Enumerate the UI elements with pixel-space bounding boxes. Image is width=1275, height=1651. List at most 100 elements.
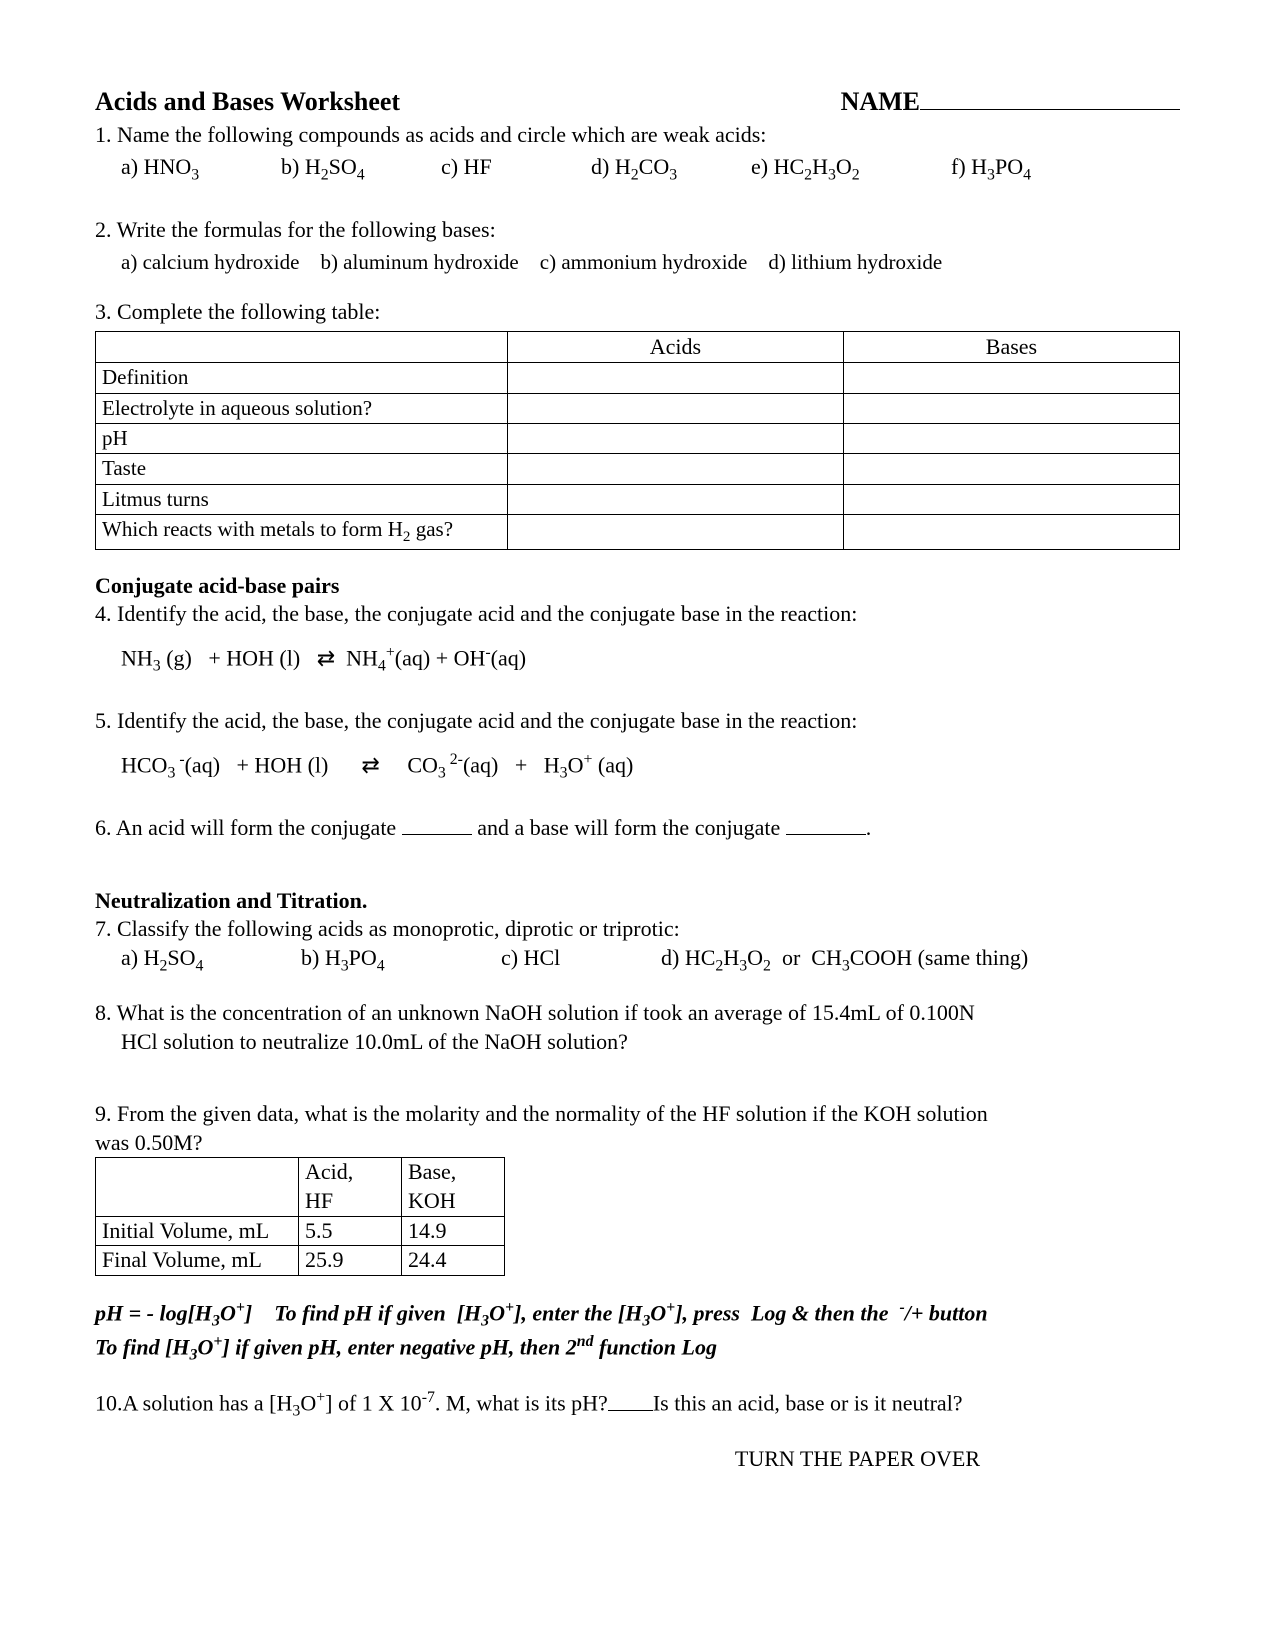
q10: 10.A solution has a [H3O+] of 1 X 10-7. … [95, 1388, 1180, 1422]
q10-d: . M, what is its pH? [435, 1391, 608, 1416]
q4-equation: NH3 (g) + HOH (l) ⇄ NH4+(aq) + OH-(aq) [95, 643, 1180, 677]
q6-dot: . [866, 815, 872, 840]
q5-mid: (aq) + H [463, 752, 560, 777]
t9-acid2: HF [305, 1188, 333, 1213]
q4-prompt: 4. Identify the acid, the base, the conj… [95, 600, 1180, 629]
q7-b2: PO [349, 945, 377, 970]
ph-a8: /+ button [905, 1300, 988, 1325]
q2-b: b) aluminum hydroxide [320, 250, 518, 274]
ph-a7: ], press Log & then the [675, 1300, 899, 1325]
t9-acid1: Acid, [305, 1159, 353, 1184]
q3-row-taste: Taste [96, 454, 508, 484]
q5-hco: HCO [121, 752, 167, 777]
ph-formula-2: To find [H3O+] if given pH, enter negati… [95, 1332, 1180, 1366]
q8-line1: 8. What is the concentration of an unkno… [95, 999, 1180, 1028]
q9-line2: was 0.50M? [95, 1129, 1180, 1158]
q4-nh4: NH [335, 645, 378, 670]
q3-row-ph: pH [96, 424, 508, 454]
q10-a: 10.A solution has a [H [95, 1391, 292, 1416]
ph-a3: ] To find pH if given [H [245, 1300, 481, 1325]
q3-row-elec: Electrolyte in aqueous solution? [96, 393, 508, 423]
q1-d2: CO [639, 154, 670, 179]
q3-row6-suf: gas? [410, 517, 453, 541]
worksheet-page: Acids and Bases Worksheet NAME 1. Name t… [0, 0, 1275, 1651]
q10-e: Is this an acid, base or is it neutral? [653, 1391, 963, 1416]
q3-row-def: Definition [96, 363, 508, 393]
q9-table: Acid,HF Base,KOH Initial Volume, mL 5.5 … [95, 1157, 505, 1275]
q6: 6. An acid will form the conjugate and a… [95, 814, 1180, 843]
ph-a2: O [220, 1300, 236, 1325]
ph-formula-1: pH = - log[H3O+] To find pH if given [H3… [95, 1298, 1180, 1332]
q1-c: c) HF [441, 154, 492, 179]
q1-b: b) H [281, 154, 321, 179]
t9-r1a: 5.5 [299, 1216, 402, 1246]
conjugate-title: Conjugate acid-base pairs [95, 572, 1180, 601]
neutralization-title: Neutralization and Titration. [95, 887, 1180, 916]
q7-d2: H [723, 945, 739, 970]
t9-r2l: Final Volume, mL [96, 1246, 299, 1276]
q5-arrow: ⇄ [361, 752, 379, 777]
q5-aq: (aq) [592, 752, 633, 777]
q3-table: Acids Bases Definition Electrolyte in aq… [95, 331, 1180, 550]
header-row: Acids and Bases Worksheet NAME [95, 85, 1180, 119]
ph-a: pH = - log[H [95, 1300, 212, 1325]
q3-row-metals: Which reacts with metals to form H2 gas? [96, 514, 508, 549]
t9-r1b: 14.9 [402, 1216, 505, 1246]
q3-col-bases: Bases [843, 331, 1179, 363]
q2-prompt: 2. Write the formulas for the following … [95, 216, 1180, 245]
q3-col-acids: Acids [507, 331, 843, 363]
q4-aq: (aq) [491, 645, 526, 670]
ph-b2: O [197, 1334, 213, 1359]
q2-c: c) ammonium hydroxide [540, 250, 748, 274]
name-field: NAME [841, 85, 1180, 119]
q1-b2: SO [329, 154, 357, 179]
q7-end: COOH (same thing) [850, 945, 1028, 970]
t9-base2: KOH [408, 1188, 456, 1213]
t9-base1: Base, [408, 1159, 456, 1184]
q5-co3: CO [380, 752, 438, 777]
footer-note: TURN THE PAPER OVER [95, 1445, 1180, 1474]
q7-prompt: 7. Classify the following acids as monop… [95, 915, 1180, 944]
q1-e: e) HC [751, 154, 804, 179]
q1-f: f) H [951, 154, 987, 179]
q5-o: O [568, 752, 584, 777]
q8-line2: HCl solution to neutralize 10.0mL of the… [95, 1028, 1180, 1057]
q7-d: d) HC [661, 945, 715, 970]
q7-b: b) H [301, 945, 341, 970]
q10-b: O [300, 1391, 316, 1416]
q6-a: 6. An acid will form the conjugate [95, 815, 402, 840]
q10-c: ] of 1 X 10 [325, 1391, 422, 1416]
q4-nh: NH [121, 645, 153, 670]
q9-line1: 9. From the given data, what is the mola… [95, 1100, 1180, 1129]
q2-options: a) calcium hydroxide b) aluminum hydroxi… [95, 249, 1180, 276]
q1-e2: H [812, 154, 828, 179]
page-title: Acids and Bases Worksheet [95, 85, 400, 119]
t9-r2b: 24.4 [402, 1246, 505, 1276]
ph-a5: ], enter the [H [514, 1300, 642, 1325]
t9-r1l: Initial Volume, mL [96, 1216, 299, 1246]
q7-d3: O [747, 945, 763, 970]
q1-options: a) HNO3 b) H2SO4 c) HF d) H2CO3 e) HC2H3… [95, 153, 1180, 186]
q7-c: c) HCl [501, 945, 560, 970]
q4-arrow: ⇄ [317, 645, 335, 670]
ph-a6: O [650, 1300, 666, 1325]
ph-b1: To find [H [95, 1334, 190, 1359]
q3-row-litmus: Litmus turns [96, 484, 508, 514]
q1-e3: O [836, 154, 852, 179]
q7-a2: SO [167, 945, 195, 970]
q5-s1: (aq) + HOH (l) [185, 752, 362, 777]
q3-row6-pre: Which reacts with metals to form H [102, 517, 403, 541]
t9-r2a: 25.9 [299, 1246, 402, 1276]
name-label: NAME [841, 87, 920, 116]
q5-prompt: 5. Identify the acid, the base, the conj… [95, 707, 1180, 736]
q7-or: or CH [771, 945, 842, 970]
q5-equation: HCO3 -(aq) + HOH (l) ⇄ CO3 2-(aq) + H3O+… [95, 750, 1180, 784]
q7-a: a) H [121, 945, 159, 970]
q2-a: a) calcium hydroxide [121, 250, 299, 274]
ph-a4: O [489, 1300, 505, 1325]
q1-a: a) HNO [121, 154, 191, 179]
q4-s1: (g) + HOH (l) [161, 645, 317, 670]
ph-b4: function Log [594, 1334, 717, 1359]
q3-prompt: 3. Complete the following table: [95, 298, 1180, 327]
q7-options: a) H2SO4 b) H3PO4 c) HCl d) HC2H3O2 or C… [95, 944, 1180, 977]
